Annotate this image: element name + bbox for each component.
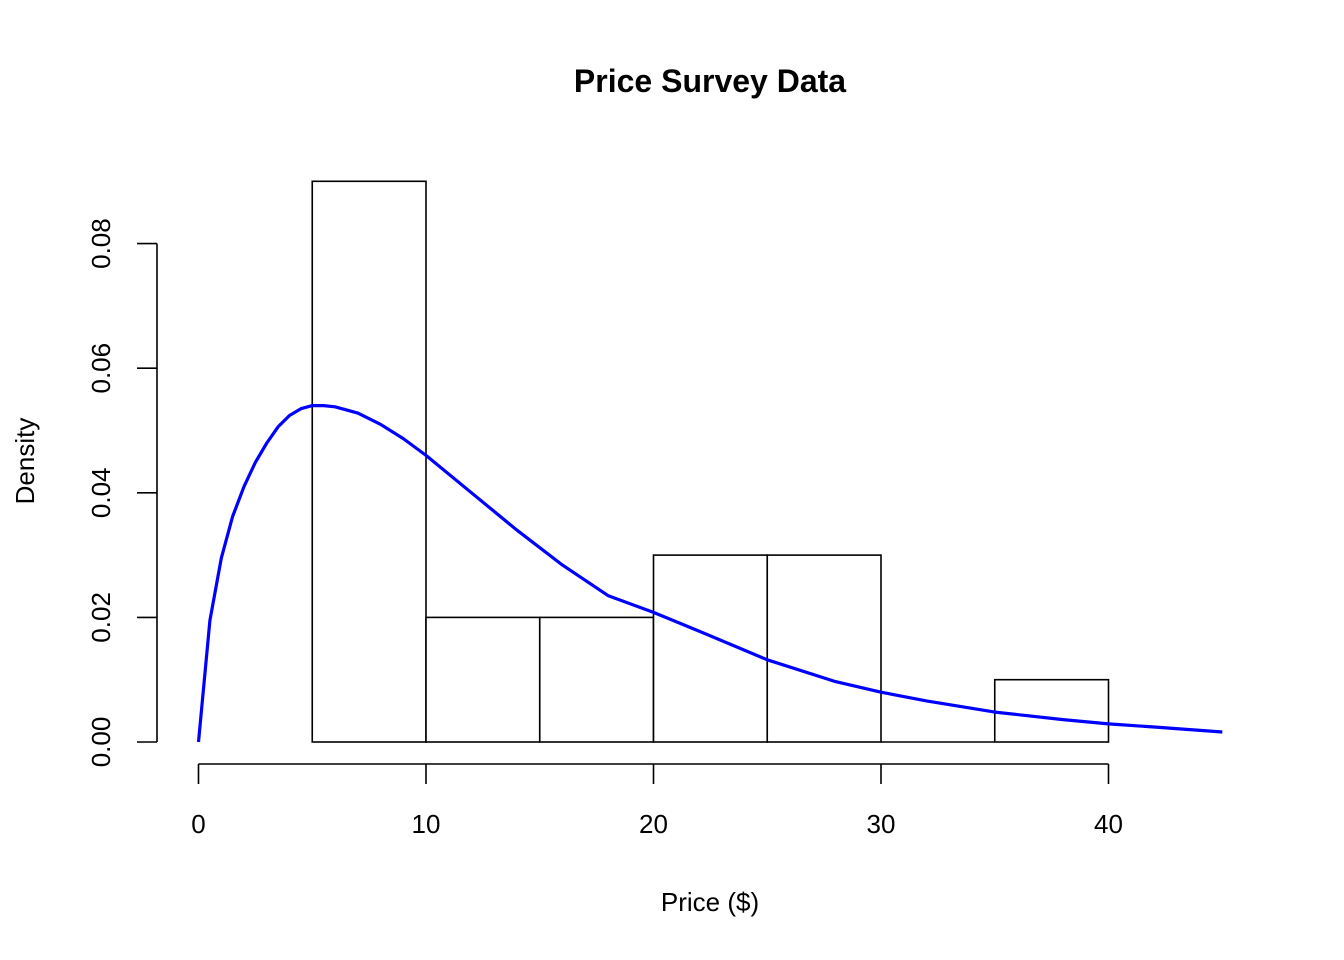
y-tick-label: 0.08 [86, 218, 116, 269]
histogram-bar [538, 616, 655, 743]
histogram-bar [993, 678, 1110, 743]
x-axis-label: Price ($) [661, 887, 759, 917]
histogram-bar [766, 554, 882, 743]
y-tick-label: 0.06 [86, 343, 116, 394]
x-axis: 0 10 20 30 40 [191, 763, 1123, 839]
x-tick-label: 30 [867, 809, 896, 839]
x-tick-label: 10 [412, 809, 441, 839]
x-tick-label: 20 [639, 809, 668, 839]
y-tick-label: 0.04 [86, 467, 116, 518]
histogram-bar [425, 616, 541, 743]
density-curve [196, 404, 1223, 743]
density-curve-layer [196, 404, 1223, 743]
y-tick-label: 0.02 [86, 592, 116, 643]
y-axis: 0.00 0.02 0.04 0.06 0.08 [86, 218, 158, 768]
x-tick-label: 40 [1094, 809, 1123, 839]
histogram-bar [311, 180, 427, 743]
y-axis-label: Density [10, 418, 40, 505]
x-tick-label: 0 [191, 809, 205, 839]
chart-title: Price Survey Data [574, 63, 846, 99]
histogram-bar [652, 554, 769, 743]
histogram-bars [311, 180, 1110, 743]
y-tick-label: 0.00 [86, 717, 116, 768]
